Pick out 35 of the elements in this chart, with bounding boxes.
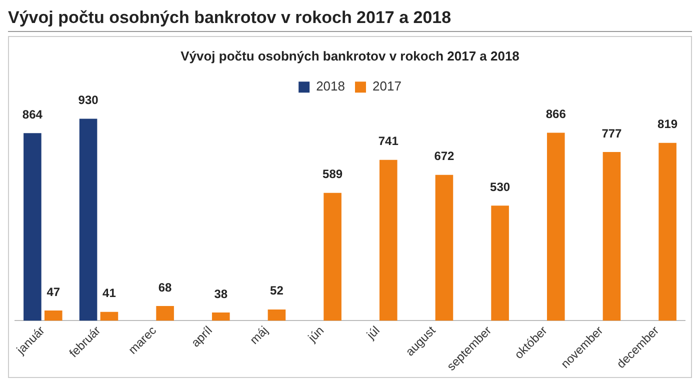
- data-label: 864: [22, 107, 43, 122]
- data-label: 530: [490, 180, 510, 194]
- bar: [156, 306, 174, 321]
- bar: [24, 133, 42, 321]
- data-label: 866: [546, 107, 566, 122]
- bar: [268, 309, 286, 321]
- bar: [435, 174, 454, 321]
- data-label: 819: [658, 117, 678, 132]
- data-label: 672: [434, 149, 455, 164]
- data-label: 52: [270, 284, 284, 298]
- chart-title: Vývoj počtu osobných bankrotov v rokoch 2017 a 2018: [8, 8, 692, 32]
- bar: [602, 152, 621, 321]
- bar: [212, 312, 230, 321]
- chart-subtitle: Vývoj počtu osobných bankrotov v rokoch 2017 a 2018: [180, 48, 520, 64]
- data-label: 589: [322, 167, 343, 182]
- data-label: 41: [102, 286, 116, 300]
- x-tick-label: jún: [304, 323, 327, 346]
- x-tick-label: máj: [247, 323, 271, 347]
- data-label: 930: [78, 93, 99, 108]
- data-label: 68: [158, 280, 172, 294]
- bar: [324, 192, 342, 321]
- bar: [658, 142, 676, 321]
- x-tick-label: júl: [363, 323, 382, 342]
- data-label: 47: [46, 284, 60, 299]
- bar: [546, 132, 565, 321]
- data-label: 741: [378, 134, 399, 148]
- legend-label: 2017: [372, 78, 402, 94]
- bar: [379, 160, 398, 321]
- data-label: 777: [602, 126, 622, 140]
- bar: [491, 206, 509, 321]
- bar: [44, 310, 62, 321]
- bar: [100, 312, 118, 321]
- bar: [79, 118, 98, 321]
- legend-label: 2018: [316, 78, 345, 94]
- data-label: 38: [214, 286, 228, 301]
